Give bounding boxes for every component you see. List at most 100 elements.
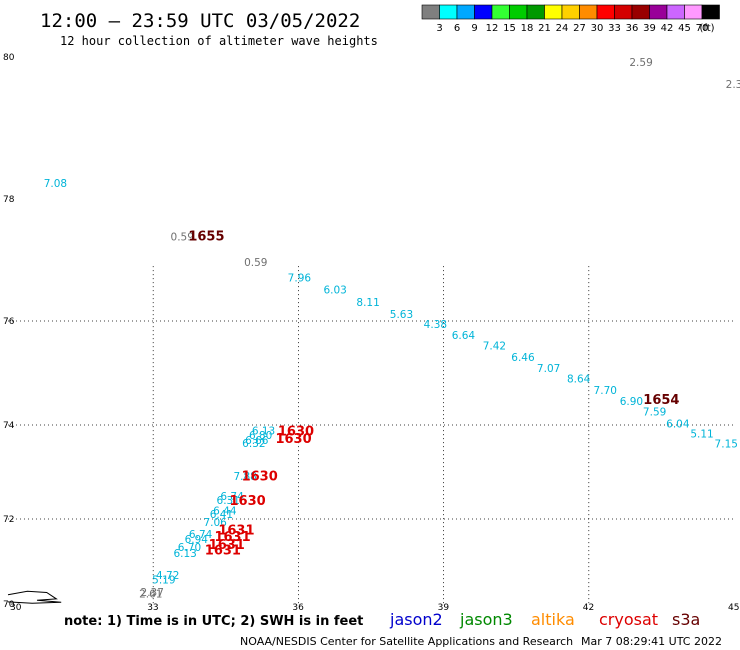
coastline	[7, 590, 62, 604]
satellite-legend: jason2 jason3 altika cryosat s3a	[389, 610, 700, 629]
lat-lon-grid: 30 33 36 39 42 45 80 78 76 74 72 70	[3, 53, 739, 613]
legend-swatch	[439, 4, 458, 20]
legend-label: 33	[608, 23, 621, 34]
wave-height-label: 6.03	[323, 285, 346, 297]
wave-height-label: 6.66	[245, 435, 269, 447]
satellite-label-jason2: jason2	[389, 610, 443, 629]
legend-swatch	[649, 4, 668, 20]
legend-label: 18	[521, 23, 534, 34]
wave-height-label: 7.15	[715, 439, 738, 451]
wave-height-label: 6.41	[210, 509, 233, 521]
wave-height-label: 7.88	[233, 471, 256, 483]
pass-time-label: 1630	[242, 469, 278, 484]
lon-tick-label: 30	[10, 603, 22, 613]
page-subtitle: 12 hour collection of altimeter wave hei…	[60, 34, 378, 48]
legend-label: 36	[626, 23, 639, 34]
wave-height-label: 7.70	[594, 385, 617, 397]
wave-height-label: 7.06	[203, 517, 227, 529]
wave-height-label: 4.72	[156, 570, 179, 582]
legend-swatch	[509, 4, 528, 20]
lat-tick-label: 72	[3, 515, 14, 525]
footer-note: note: 1) Time is in UTC; 2) SWH is in fe…	[64, 614, 363, 629]
legend-unit: (ft)	[700, 23, 715, 34]
wave-height-labels: 2.59 2.3 7.08 0.59 0.59 7.96 6.03 8.11 5.63 4.38 6…	[44, 57, 740, 600]
wave-height-label: 6.90	[620, 396, 643, 408]
legend-swatch	[684, 4, 703, 20]
wave-height-label: 5.11	[690, 429, 713, 441]
wave-height-label: 6.46	[511, 352, 535, 364]
wave-height-label: 2.37	[141, 587, 164, 599]
pass-time-label: 1631	[214, 530, 250, 545]
timestamp-text: Mar 7 08:29:41 UTC 2022	[581, 635, 722, 648]
legend-label: 42	[661, 23, 674, 34]
lon-tick-label: 42	[583, 603, 594, 613]
legend-swatch	[701, 4, 720, 20]
legend-swatch	[666, 4, 685, 20]
legend-label: 70	[696, 23, 709, 34]
wave-height-label: 0.59	[171, 231, 194, 243]
page-title: 12:00 – 23:59 UTC 03/05/2022	[40, 10, 360, 32]
legend-label: 12	[486, 23, 499, 34]
wave-height-label: 7.08	[44, 178, 67, 190]
satellite-label-jason3: jason3	[459, 610, 513, 629]
wave-height-label: 2.59	[629, 57, 652, 69]
legend-swatch	[526, 4, 545, 20]
legend-swatch	[596, 4, 615, 20]
lat-tick-label: 70	[3, 600, 15, 610]
legend-label: 6	[454, 23, 460, 34]
legend-label: 27	[573, 23, 586, 34]
legend-swatch	[561, 4, 580, 20]
lat-tick-label: 80	[3, 53, 15, 63]
legend-swatch	[421, 4, 440, 20]
wave-height-label: 5.19	[152, 575, 175, 587]
legend-label: 45	[678, 23, 691, 34]
lon-tick-label: 33	[147, 603, 158, 613]
lat-tick-label: 78	[3, 195, 15, 205]
legend-label: 21	[538, 23, 551, 34]
legend-swatch	[614, 4, 633, 20]
wave-height-label: 6.13	[252, 425, 275, 437]
wave-height-label: 4.38	[424, 319, 447, 331]
wave-height-label: 6.32	[242, 438, 265, 450]
legend-label: 39	[643, 23, 656, 34]
pass-time-label: 1630	[229, 494, 265, 509]
coastline-path	[7, 590, 62, 604]
wave-height-label: 2.61	[139, 589, 162, 601]
credit-text: NOAA/NESDIS Center for Satellite Applica…	[240, 635, 573, 648]
pass-time-label: 1654	[643, 393, 679, 408]
wave-height-label: 6.74	[220, 491, 244, 503]
legend-label: 3	[436, 23, 442, 34]
legend-swatch	[631, 4, 650, 20]
pass-time-label: 1630	[278, 424, 314, 439]
wave-height-label: 7.07	[537, 363, 560, 375]
wave-height-label: 6.70	[178, 542, 201, 554]
legend-swatch	[579, 4, 598, 20]
wave-height-label: 6.04	[666, 418, 690, 430]
lon-tick-label: 39	[438, 603, 450, 613]
legend-label: 9	[471, 23, 477, 34]
wave-height-label: 5.63	[390, 309, 413, 321]
legend-swatch	[474, 4, 493, 20]
wave-height-label: 6.64	[452, 330, 476, 342]
legend-label: 24	[556, 23, 569, 34]
wave-height-label: 7.59	[643, 407, 666, 419]
pass-time-label: 1631	[218, 524, 254, 539]
wave-height-label: 8.11	[356, 297, 379, 309]
wave-height-label: 2.3	[726, 79, 740, 91]
wave-height-label: 8.64	[567, 373, 591, 385]
lat-tick-label: 74	[3, 421, 15, 431]
legend-swatch	[456, 4, 475, 20]
lon-tick-label: 36	[292, 603, 304, 613]
pass-time-label: 1631	[209, 538, 245, 553]
wave-height-label: 6.31	[217, 495, 240, 507]
pass-time-label: 1631	[205, 543, 241, 558]
legend-label: 30	[591, 23, 604, 34]
satellite-label-altika: altika	[531, 610, 575, 629]
lon-tick-label: 45	[728, 603, 739, 613]
wave-height-label: 7.42	[483, 341, 506, 353]
lat-tick-label: 76	[3, 317, 15, 327]
legend-swatch	[544, 4, 563, 20]
pass-time-label: 1655	[188, 229, 224, 244]
